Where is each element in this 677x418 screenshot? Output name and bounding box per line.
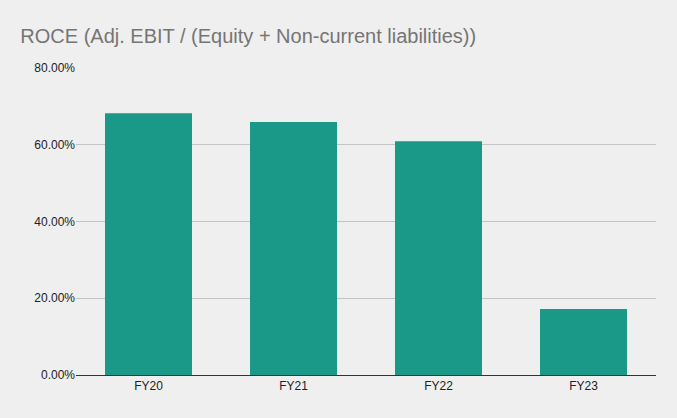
svg-text:FY22: FY22	[424, 379, 453, 393]
svg-text:40.00%: 40.00%	[34, 215, 75, 229]
svg-text:ROCE (Adj. EBIT / (Equity + No: ROCE (Adj. EBIT / (Equity + Non-current …	[20, 25, 476, 47]
svg-text:20.00%: 20.00%	[34, 291, 75, 305]
svg-text:FY23: FY23	[569, 379, 598, 393]
svg-text:0.00%: 0.00%	[41, 368, 75, 382]
svg-text:FY20: FY20	[134, 379, 163, 393]
svg-text:60.00%: 60.00%	[34, 138, 75, 152]
svg-text:80.00%: 80.00%	[34, 61, 75, 75]
svg-text:FY21: FY21	[279, 379, 308, 393]
